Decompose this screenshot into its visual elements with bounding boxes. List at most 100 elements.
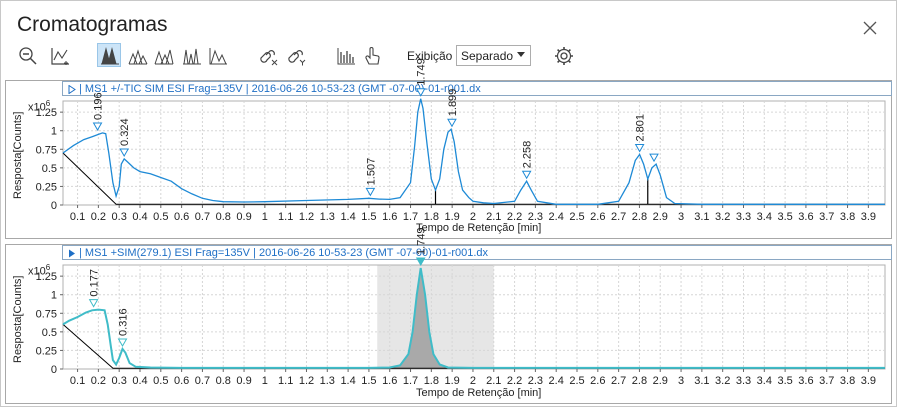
x-tick-label: 2.8 — [632, 211, 647, 223]
peak-label: 2.801 — [635, 114, 647, 142]
y-tick-label: 1.25 — [36, 271, 57, 283]
separate-peaks-icon[interactable] — [151, 43, 175, 67]
x-tick-label: 1.2 — [299, 211, 314, 223]
x-tick-label: 0.4 — [132, 375, 147, 387]
x-tick-label: 0.5 — [153, 211, 168, 223]
x-tick-label: 2.3 — [528, 211, 543, 223]
x-tick-label: 3.2 — [715, 375, 730, 387]
display-mode-value: Separado — [461, 49, 514, 63]
x-tick-label: 1.7 — [403, 375, 418, 387]
x-tick-label: 1.1 — [278, 211, 293, 223]
x-tick-label: 2 — [470, 375, 476, 387]
peak-label: 1.749 — [416, 227, 428, 255]
expand-triangle-icon[interactable] — [68, 85, 76, 94]
selection-range-band — [377, 265, 494, 369]
panel-2-header[interactable]: | MS1 +SIM(279.1) ESI Frag=135V | 2016-0… — [62, 245, 892, 260]
x-tick-label: 1.4 — [340, 211, 355, 223]
panel-1-header[interactable]: | MS1 +/-TIC SIM ESI Frag=135V | 2016-06… — [62, 81, 892, 96]
x-tick-label: 2.7 — [611, 211, 626, 223]
close-icon[interactable] — [859, 17, 881, 39]
y-tick-label: 0.75 — [36, 144, 57, 156]
x-tick-label: 2.8 — [632, 375, 647, 387]
pointer-hand-icon[interactable] — [359, 43, 383, 67]
x-tick-label: 1.8 — [424, 211, 439, 223]
x-tick-label: 3.4 — [757, 211, 772, 223]
x-tick-label: 2 — [470, 211, 476, 223]
x-tick-label: 0.1 — [70, 375, 85, 387]
y-tick-label: 1.25 — [36, 107, 57, 119]
collapse-triangle-icon[interactable] — [68, 249, 76, 258]
y-tick-label: 0.5 — [42, 163, 57, 175]
x-tick-label: 1.5 — [361, 375, 376, 387]
panel-1-y-exponent: x106 — [28, 99, 50, 114]
toolbar — [15, 43, 615, 69]
panel-2-exponent-base: x10 — [28, 265, 46, 278]
x-tick-label: 0.1 — [70, 211, 85, 223]
plot-frame — [62, 264, 886, 370]
peak-marker — [119, 148, 130, 157]
x-tick-label: 3.1 — [694, 211, 709, 223]
x-tick-label: 2.3 — [528, 375, 543, 387]
peak-marker — [649, 153, 659, 163]
x-tick-label: 1.9 — [445, 375, 460, 387]
peak-label: 0.324 — [119, 118, 131, 146]
x-tick-label: 1 — [262, 211, 268, 223]
peak-lines-icon[interactable] — [179, 43, 203, 67]
x-tick-label: 3.4 — [757, 375, 772, 387]
x-tick-label: 3.7 — [819, 211, 834, 223]
unlink-y-icon[interactable] — [283, 43, 307, 67]
window-title: Cromatogramas — [17, 13, 168, 36]
x-tick-label: 1.4 — [340, 375, 355, 387]
autoscale-icon[interactable] — [47, 43, 71, 67]
y-tick-label: 0.25 — [36, 345, 57, 357]
x-tick-label: 3.6 — [798, 211, 813, 223]
unlink-x-icon[interactable] — [255, 43, 279, 67]
panel-1-header-text: | MS1 +/-TIC SIM ESI Frag=135V | 2016-06… — [79, 83, 481, 95]
peak-label: 2.258 — [522, 141, 534, 169]
settings-gear-icon[interactable] — [553, 45, 575, 67]
y-tick-label: 0.75 — [36, 308, 57, 320]
x-tick-label: 1.6 — [382, 211, 397, 223]
x-tick-label: 3.6 — [798, 375, 813, 387]
x-tick-label: 3.3 — [736, 375, 751, 387]
x-tick-label: 2.1 — [486, 375, 501, 387]
panel-2-x-axis-label: Tempo de Retenção [min] — [416, 387, 542, 399]
peak-label: 0.316 — [118, 308, 130, 336]
panel-1-exponent-power: 6 — [45, 99, 51, 108]
peak-marker — [415, 88, 426, 97]
spectrum-icon[interactable] — [333, 43, 357, 67]
x-tick-label: 1.2 — [299, 375, 314, 387]
x-tick-label: 2.4 — [549, 211, 564, 223]
peak-marker — [117, 338, 128, 347]
panel-2-header-text: | MS1 +SIM(279.1) ESI Frag=135V | 2016-0… — [79, 247, 489, 259]
x-tick-label: 1.7 — [403, 211, 418, 223]
x-tick-label: 0.6 — [174, 211, 189, 223]
peak-label: 0.177 — [89, 269, 101, 297]
peak-label: 0.196 — [93, 92, 105, 120]
peak-marker — [92, 122, 103, 131]
y-tick-label: 0 — [51, 200, 57, 212]
x-tick-label: 2.1 — [486, 211, 501, 223]
x-tick-label: 0.2 — [91, 375, 106, 387]
overlay-peaks-icon[interactable] — [97, 43, 121, 67]
x-tick-label: 0.2 — [91, 211, 106, 223]
x-tick-label: 3.7 — [819, 375, 834, 387]
x-tick-label: 3.3 — [736, 211, 751, 223]
x-tick-label: 3.8 — [840, 211, 855, 223]
peak-marker — [634, 143, 645, 153]
display-mode-select[interactable]: Separado — [456, 45, 531, 66]
display-mode-label: Exibição — [407, 49, 453, 63]
stacked-peaks-icon[interactable] — [125, 43, 149, 67]
zoom-out-icon[interactable] — [15, 43, 39, 67]
x-tick-label: 0.4 — [132, 211, 147, 223]
x-tick-label: 2.9 — [653, 375, 668, 387]
chromatogram-trace — [62, 267, 885, 369]
peak-marker — [88, 299, 99, 308]
x-tick-label: 2.2 — [507, 375, 522, 387]
area-icon[interactable] — [205, 43, 229, 67]
chromatogram-panel-1: | MS1 +/-TIC SIM ESI Frag=135V | 2016-06… — [5, 80, 892, 239]
x-tick-label: 0.8 — [216, 375, 231, 387]
